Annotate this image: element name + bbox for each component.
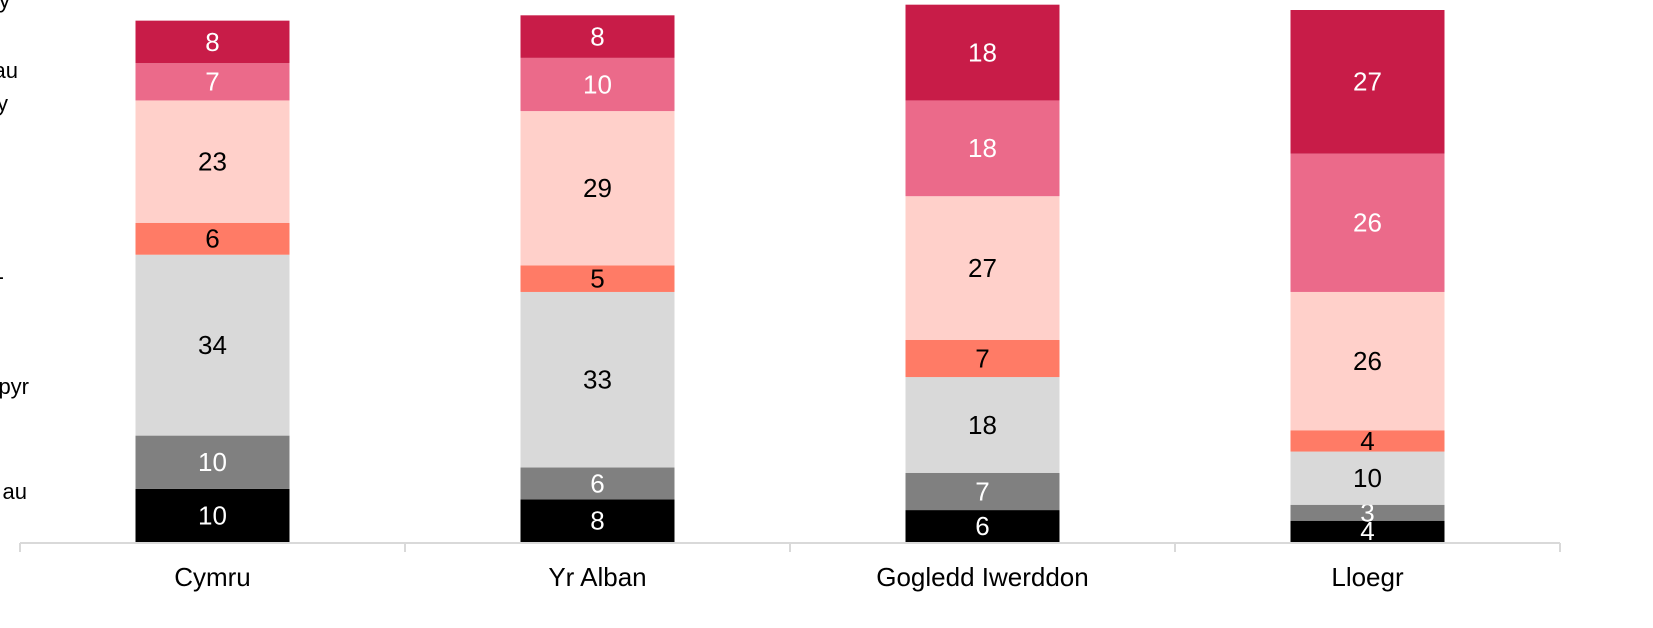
bar-segment bbox=[905, 4, 1060, 101]
data-label: 4 bbox=[1360, 426, 1374, 456]
data-label: 29 bbox=[583, 173, 612, 203]
data-label: 10 bbox=[198, 447, 227, 477]
bar-segment bbox=[1290, 520, 1445, 542]
bar-segment bbox=[905, 510, 1060, 542]
data-label: 7 bbox=[975, 476, 989, 506]
data-label: 6 bbox=[975, 511, 989, 541]
legend-label-fragment: - bbox=[0, 264, 4, 289]
bar-segment bbox=[905, 196, 1060, 340]
bar-segment bbox=[135, 222, 290, 255]
data-label: 7 bbox=[975, 343, 989, 373]
bar-segment bbox=[905, 339, 1060, 378]
data-label: 18 bbox=[968, 133, 997, 163]
x-tick-label: Lloegr bbox=[1331, 562, 1404, 592]
bar-segment bbox=[520, 15, 675, 58]
data-label: 10 bbox=[198, 500, 227, 530]
bar-segment bbox=[135, 63, 290, 101]
data-label: 8 bbox=[205, 27, 219, 57]
legend-label-fragment: y bbox=[0, 0, 10, 13]
bar-segment bbox=[520, 499, 675, 542]
bar-segment bbox=[905, 472, 1060, 511]
bar-segment bbox=[135, 254, 290, 436]
data-label: 27 bbox=[1353, 67, 1382, 97]
bar-segment bbox=[135, 488, 290, 542]
data-label: 34 bbox=[198, 330, 227, 360]
data-label: 5 bbox=[590, 264, 604, 294]
bar-segment bbox=[520, 291, 675, 468]
bar-segment bbox=[1290, 430, 1445, 452]
bar-segment bbox=[520, 467, 675, 500]
data-label: 6 bbox=[205, 224, 219, 254]
data-label: 18 bbox=[968, 410, 997, 440]
x-tick-label: Yr Alban bbox=[548, 562, 646, 592]
x-tick-label: Gogledd Iwerddon bbox=[876, 562, 1088, 592]
bar-segment bbox=[905, 100, 1060, 197]
bar-segment bbox=[520, 57, 675, 112]
legend-label-fragment: pyr bbox=[0, 374, 29, 399]
bar-segment bbox=[135, 435, 290, 489]
legend-label-fragment: au bbox=[3, 479, 27, 504]
x-tick-label: Cymru bbox=[174, 562, 251, 592]
bar-segment bbox=[520, 111, 675, 266]
data-label: 27 bbox=[968, 253, 997, 283]
data-label: 10 bbox=[1353, 463, 1382, 493]
data-label: 10 bbox=[583, 69, 612, 99]
legend-label-fragment: y bbox=[0, 91, 8, 116]
bar-segment bbox=[1290, 10, 1445, 154]
data-label: 18 bbox=[968, 37, 997, 67]
data-label: 33 bbox=[583, 365, 612, 395]
data-label: 3 bbox=[1360, 498, 1374, 528]
data-label: 8 bbox=[590, 21, 604, 51]
legend-label-fragment: au bbox=[0, 58, 18, 83]
bar-segment bbox=[135, 20, 290, 64]
bar-segment bbox=[135, 100, 290, 223]
data-label: 23 bbox=[198, 146, 227, 176]
data-label: 4 bbox=[1360, 516, 1374, 546]
bar-segment bbox=[905, 377, 1060, 473]
data-label: 26 bbox=[1353, 208, 1382, 238]
data-label: 6 bbox=[590, 468, 604, 498]
bar-segment bbox=[1290, 451, 1445, 505]
data-label: 26 bbox=[1353, 346, 1382, 376]
bar-segment bbox=[1290, 291, 1445, 431]
bar-segment bbox=[1290, 153, 1445, 292]
bar-segment bbox=[1290, 504, 1445, 521]
data-label: 7 bbox=[205, 67, 219, 97]
bar-segment bbox=[520, 265, 675, 292]
data-label: 8 bbox=[590, 506, 604, 536]
